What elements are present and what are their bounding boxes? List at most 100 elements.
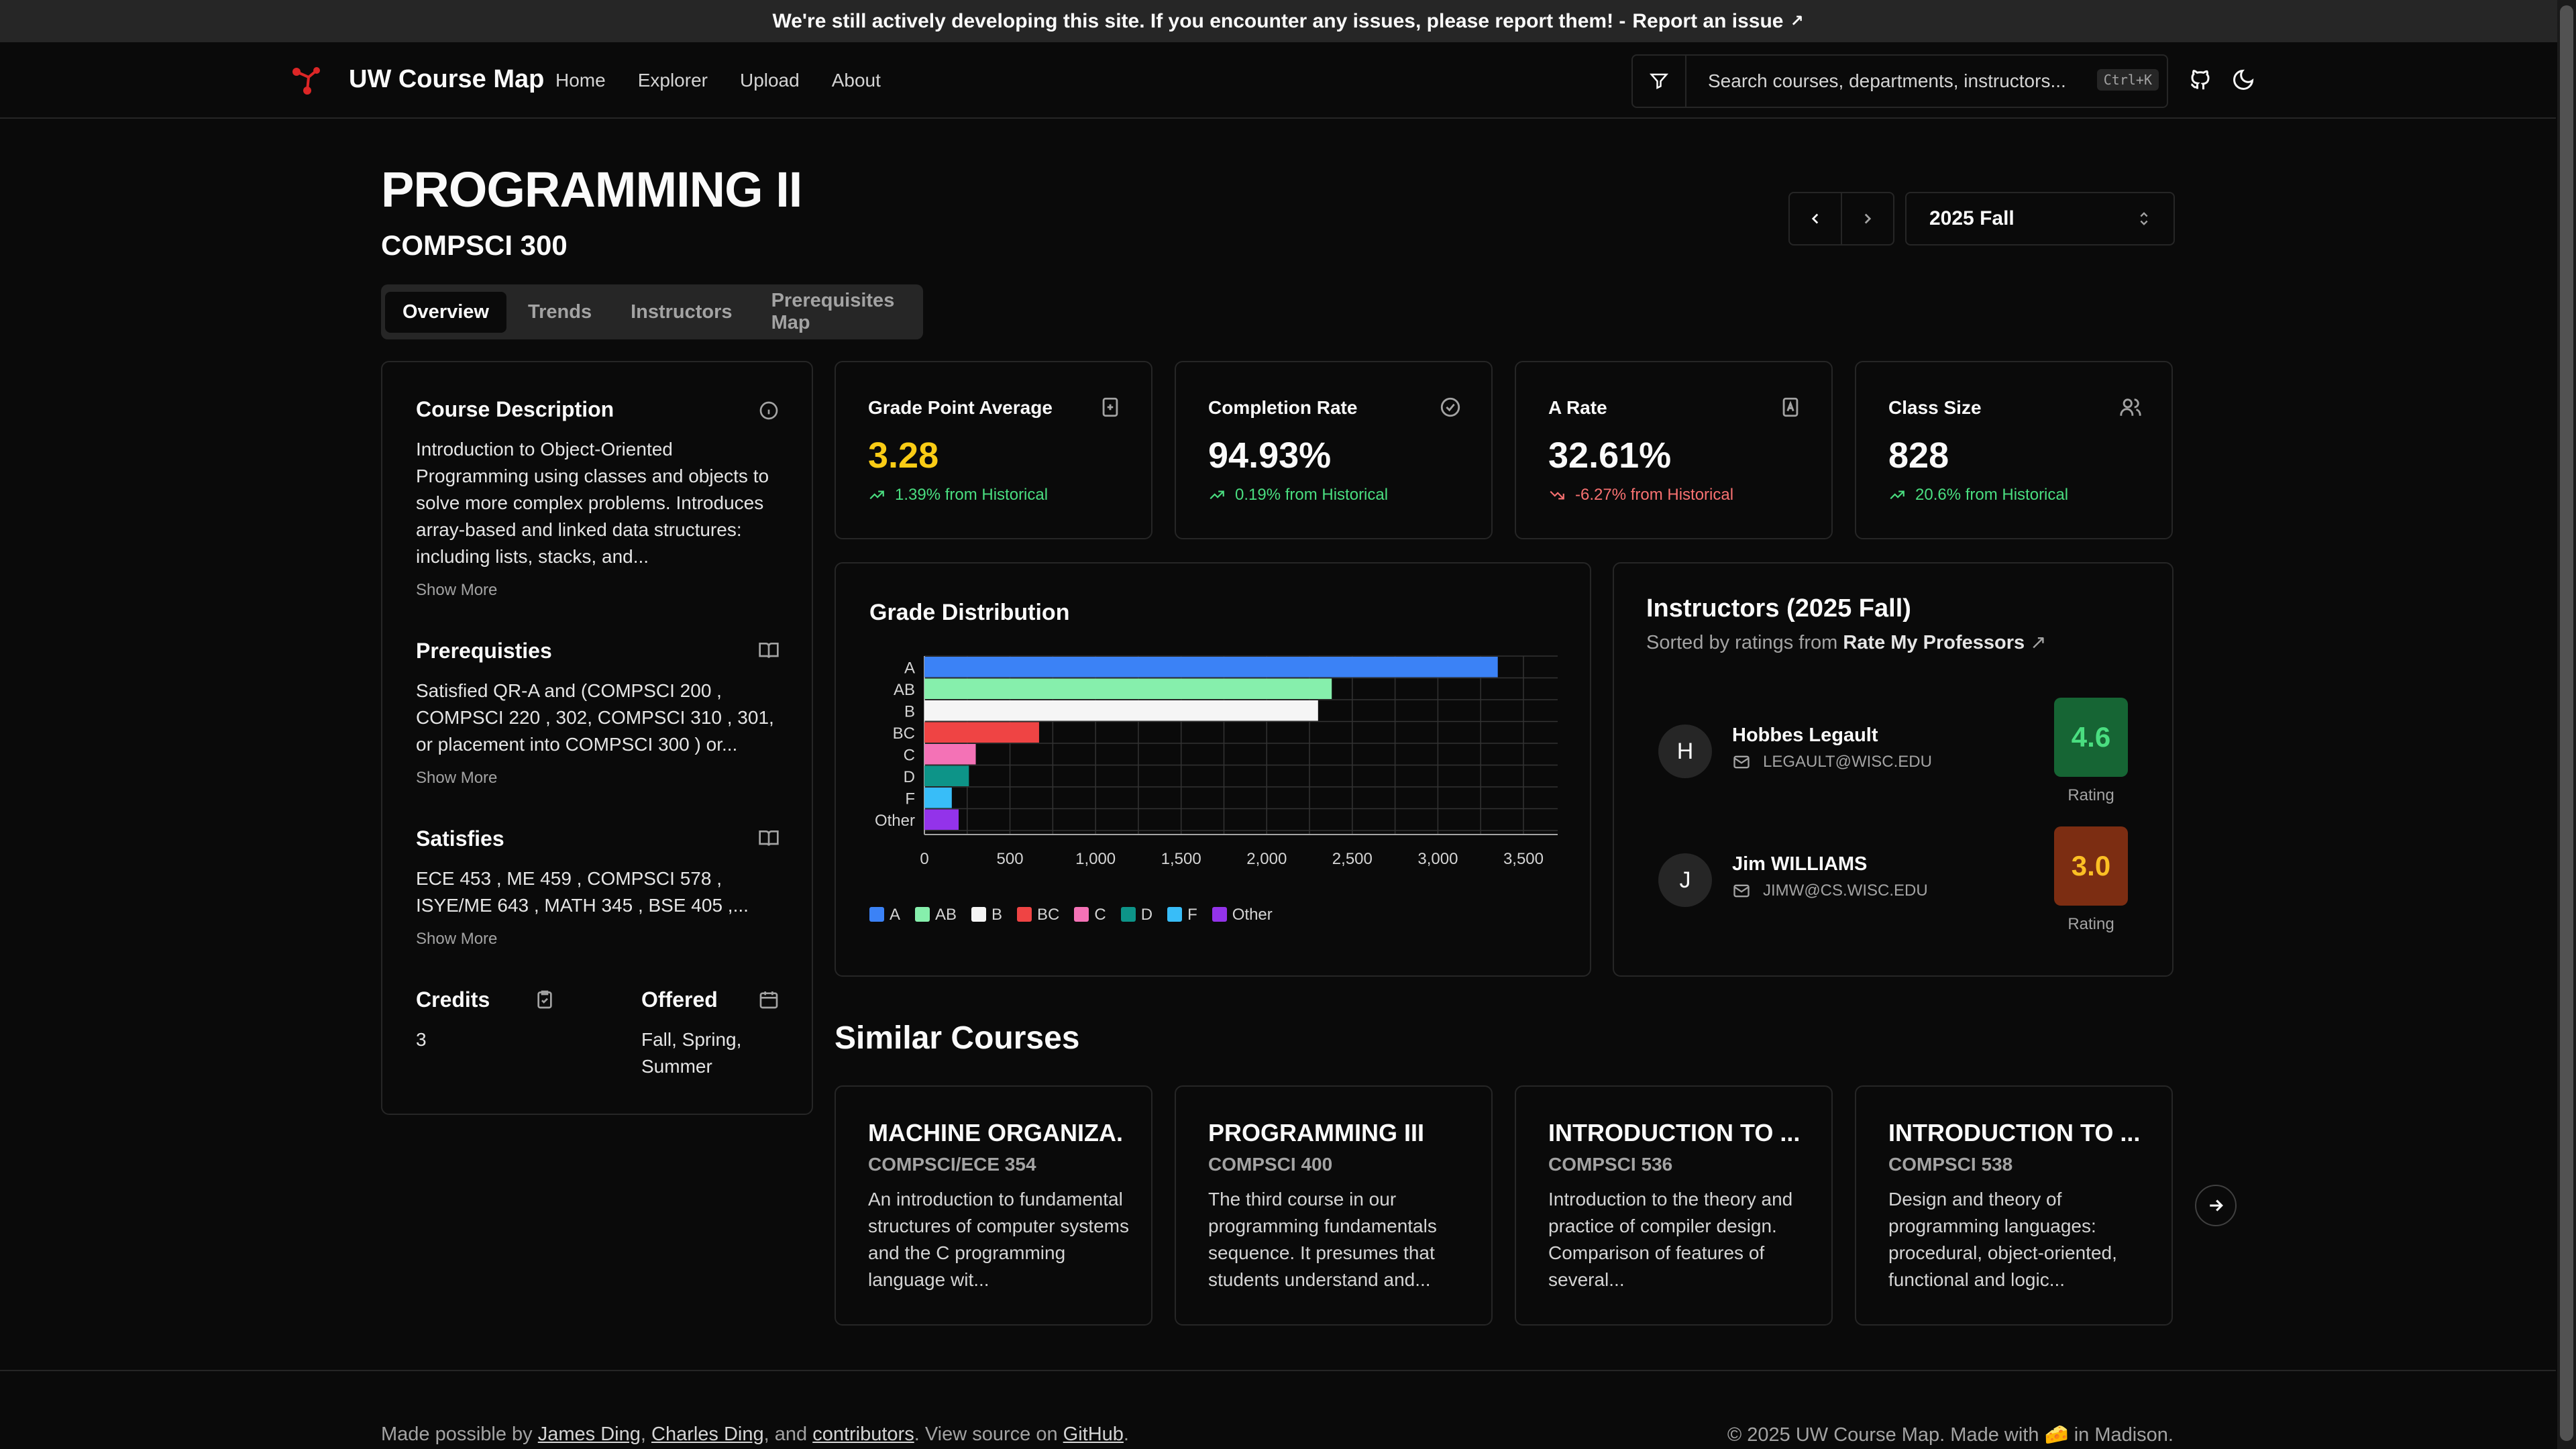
prereqs-text: Satisfied QR-A and (COMPSCI 200 , COMPSC… (416, 680, 774, 755)
course-tabs: Overview Trends Instructors Prerequisite… (381, 284, 923, 339)
legend-label: D (1140, 906, 1153, 924)
legend-item[interactable]: F (1167, 906, 1197, 924)
similar-course-card[interactable]: PROGRAMMING III COMPSCI 400 The third co… (1175, 1085, 1493, 1326)
instructor-name[interactable]: Hobbes Legault (1732, 724, 1878, 746)
credits-title: Credits (416, 987, 490, 1012)
filter-button[interactable] (1631, 54, 1686, 108)
brand-name[interactable]: UW Course Map (349, 65, 545, 93)
footer-link-charles[interactable]: Charles Ding (651, 1424, 764, 1445)
nav-upload[interactable]: Upload (739, 70, 800, 91)
prev-term-button[interactable] (1788, 192, 1842, 246)
legend-item[interactable]: Other (1212, 906, 1273, 924)
category-label: F (905, 790, 915, 808)
footer-divider (0, 1370, 2556, 1371)
legend-swatch (915, 907, 930, 922)
footer-mid: . View source on (914, 1424, 1058, 1445)
footer-link-james[interactable]: James Ding (537, 1424, 641, 1445)
similar-course-desc: Introduction to the theory and practice … (1548, 1189, 1793, 1290)
instructor-name[interactable]: Jim WILLIAMS (1732, 853, 1868, 875)
similar-course-name: INTRODUCTION TO ... (1888, 1119, 2141, 1146)
satisfies-show-more[interactable]: Show More (416, 930, 498, 948)
offered-title: Offered (641, 987, 718, 1012)
instructors-card: Instructors (2025 Fall) Sorted by rating… (1613, 562, 2174, 977)
chevron-left-icon (1811, 213, 1819, 224)
bar-a (924, 657, 1498, 678)
similar-course-card[interactable]: INTRODUCTION TO ... COMPSCI 538 Design a… (1855, 1085, 2173, 1326)
legend-item[interactable]: C (1074, 906, 1106, 924)
next-term-button[interactable] (1841, 192, 1894, 246)
grade-distribution-title: Grade Distribution (869, 600, 1070, 625)
mail-icon (1733, 884, 1750, 898)
tab-prerequisites-map[interactable]: Prerequisites Map (771, 290, 895, 333)
clipboard-check-icon (537, 990, 552, 1009)
footer-credits: Made possible by James Ding, Charles Din… (381, 1424, 1129, 1445)
stat-value: 94.93% (1208, 435, 1332, 476)
scrollbar-thumb[interactable] (2560, 5, 2573, 1441)
tab-trends[interactable]: Trends (527, 301, 592, 323)
report-issue-link[interactable]: Report an issue (1632, 9, 1784, 32)
search-input[interactable]: Search courses, departments, instructors… (1685, 54, 2168, 108)
info-icon (759, 401, 778, 420)
category-label: AB (894, 681, 915, 699)
tab-instructors[interactable]: Instructors (631, 301, 733, 323)
x-tick-label: 2,000 (1246, 850, 1287, 868)
trending-up-icon (1210, 490, 1224, 500)
instructor-email[interactable]: JIMW@CS.WISC.EDU (1732, 881, 1928, 900)
moon-icon[interactable] (2231, 68, 2255, 92)
description-show-more[interactable]: Show More (416, 581, 498, 599)
footer-link-contributors[interactable]: contributors (812, 1424, 914, 1445)
category-label: A (904, 659, 915, 677)
prereqs-show-more[interactable]: Show More (416, 769, 498, 787)
shortcut-badge: Ctrl+K (2096, 69, 2159, 91)
term-select[interactable]: 2025 Fall (1905, 192, 2175, 246)
github-icon[interactable] (2188, 68, 2212, 92)
x-tick-label: 1,500 (1161, 850, 1201, 868)
footer-prefix: Made possible by (381, 1424, 533, 1445)
footer-link-github[interactable]: GitHub (1063, 1424, 1124, 1445)
legend-label: BC (1037, 906, 1060, 924)
similar-next-button[interactable] (2195, 1185, 2237, 1226)
similar-course-code: COMPSCI/ECE 354 (868, 1154, 1036, 1175)
legend-swatch (1017, 907, 1032, 922)
rmp-link[interactable]: Rate My Professors (1843, 632, 2025, 653)
chevron-up-down-icon (2140, 212, 2148, 225)
satisfies-text: ECE 453 , ME 459 , COMPSCI 578 , ISYE/ME… (416, 868, 749, 916)
mail-icon (1733, 755, 1750, 769)
arrow-right-icon (2210, 1199, 2223, 1212)
legend-swatch (1074, 907, 1089, 922)
a-rate-card: A Rate 32.61% -6.27% from Historical (1515, 361, 1833, 539)
nav-about[interactable]: About (831, 70, 881, 91)
bar-bc (924, 722, 1039, 743)
legend-item[interactable]: B (971, 906, 1002, 924)
similar-course-card[interactable]: MACHINE ORGANIZA... COMPSCI/ECE 354 An i… (835, 1085, 1152, 1326)
bar-b (924, 700, 1318, 721)
legend-label: F (1187, 906, 1197, 924)
bar-ab (924, 678, 1332, 699)
legend-label: A (890, 906, 901, 924)
logo-icon[interactable] (290, 62, 326, 99)
legend-item[interactable]: A (869, 906, 900, 924)
stat-change-text: 0.19% from Historical (1235, 486, 1389, 504)
similar-course-name: INTRODUCTION TO ... (1548, 1119, 1801, 1146)
description-title: Course Description (416, 397, 614, 421)
bar-f (924, 788, 952, 808)
tab-overview[interactable]: Overview (385, 291, 506, 333)
nav-home[interactable]: Home (555, 70, 606, 91)
similar-course-code: COMPSCI 538 (1888, 1154, 2013, 1175)
legend-item[interactable]: AB (915, 906, 957, 924)
rating-badge: 3.0 (2054, 826, 2128, 906)
instructor-email[interactable]: LEGAULT@WISC.EDU (1732, 753, 1932, 771)
stat-label: Completion Rate (1208, 397, 1358, 418)
legend-item[interactable]: D (1120, 906, 1153, 924)
class-size-card: Class Size 828 20.6% from Historical (1855, 361, 2173, 539)
legend-label: B (991, 906, 1003, 924)
legend-swatch (1120, 907, 1136, 922)
similar-course-name: MACHINE ORGANIZA... (868, 1119, 1123, 1146)
nav-explorer[interactable]: Explorer (637, 70, 708, 91)
category-label: D (904, 768, 915, 786)
legend-item[interactable]: BC (1017, 906, 1059, 924)
stat-value: 3.28 (868, 435, 939, 476)
similar-course-card[interactable]: INTRODUCTION TO ... COMPSCI 536 Introduc… (1515, 1085, 1833, 1326)
similar-course-desc: The third course in our programming fund… (1208, 1189, 1437, 1290)
similar-courses-title: Similar Courses (835, 1020, 1080, 1056)
